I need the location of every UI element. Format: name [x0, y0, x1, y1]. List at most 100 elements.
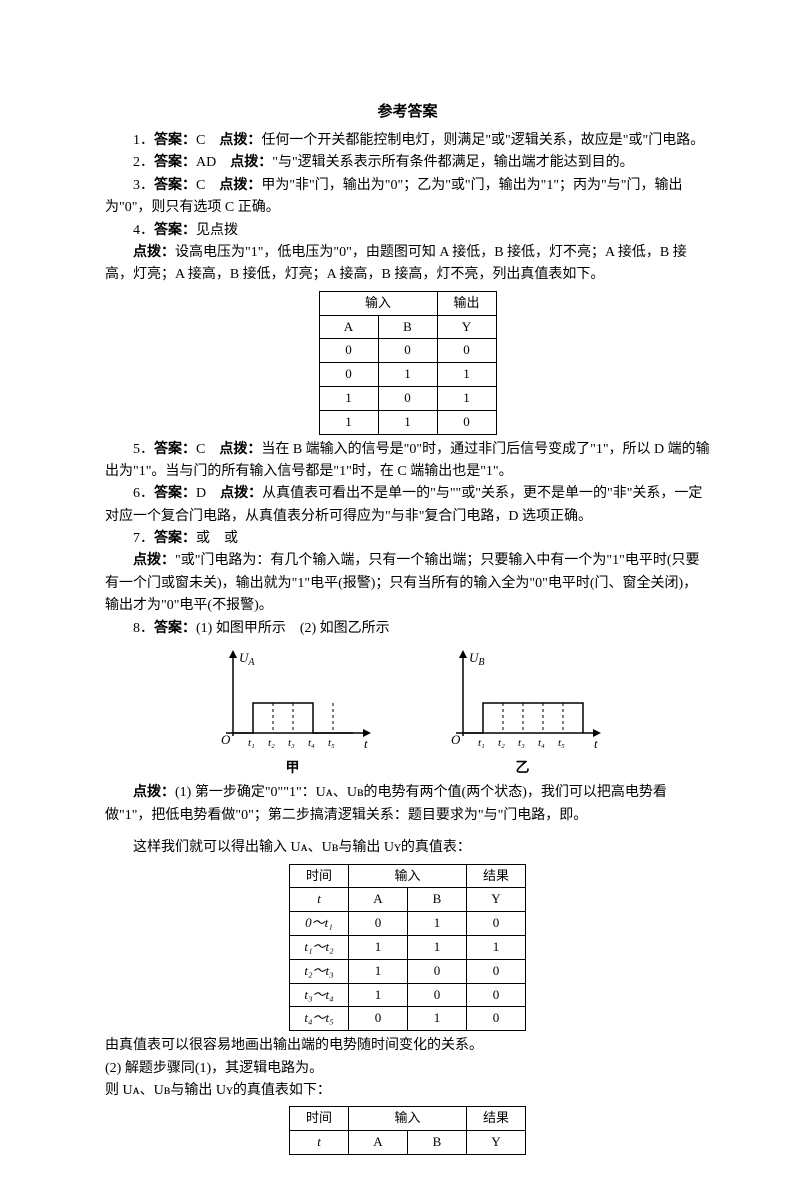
waveform-ub-icon: UB O t t₁ t₂ t₃ t₄ t₅	[438, 648, 608, 758]
table-row: 110	[319, 410, 496, 434]
q8-after-b: (2) 解题步骤同(1)，其逻辑电路为。	[105, 1058, 710, 1080]
q7-ans: 或 或	[196, 531, 238, 546]
th-y: Y	[437, 315, 496, 339]
table-row: t₂～t₃100	[290, 959, 526, 983]
figure-jia: UA O t t₁ t₂ t₃ t₄ t₅ 甲	[208, 648, 378, 780]
table-row: 0～t₁010	[290, 912, 526, 936]
q7-tip-label: 点拨：	[133, 553, 175, 568]
figure-yi: UB O t t₁ t₂ t₃ t₄ t₅ 乙	[438, 648, 608, 780]
q2-ans: AD	[196, 155, 230, 170]
svg-text:t₂: t₂	[498, 737, 505, 749]
q7-head: 7．答案：或 或	[105, 528, 710, 550]
table-row: 输入 输出	[319, 291, 496, 315]
q3-num: 3．	[133, 178, 154, 193]
svg-text:t₃: t₃	[518, 737, 525, 749]
table-row: t₃～t₄100	[290, 983, 526, 1007]
q4-num: 4．	[133, 223, 154, 238]
caption-jia: 甲	[208, 758, 378, 780]
q8-ans: (1) 如图甲所示 (2) 如图乙所示	[196, 621, 390, 636]
q8-after-c: 则 Uᴀ、Uʙ与输出 Uʏ的真值表如下：	[105, 1080, 710, 1102]
table-row: t₁～t₂111	[290, 935, 526, 959]
label-ua: UA	[239, 650, 255, 668]
label-o: O	[221, 732, 231, 747]
q8-tip-label: 点拨：	[133, 785, 175, 800]
caption-yi: 乙	[438, 758, 608, 780]
q3-ans: C	[196, 178, 219, 193]
q3-tip-label: 点拨：	[219, 178, 261, 193]
q3: 3．答案：C 点拨：甲为"非"门，输出为"0"；乙为"或"门，输出为"1"；丙为…	[105, 175, 710, 220]
table-row: t A B Y	[290, 888, 526, 912]
svg-text:t₄: t₄	[308, 737, 315, 749]
th-result: 结果	[467, 864, 526, 888]
q2-num: 2．	[133, 155, 154, 170]
q4-ans-label: 答案：	[154, 223, 196, 238]
q8-num: 8．	[133, 621, 154, 636]
q5-num: 5．	[133, 442, 154, 457]
table-row: 时间 输入 结果	[290, 1107, 526, 1131]
th-input: 输入	[349, 1107, 467, 1131]
q4-tip-text: 设高电压为"1"，低电压为"0"，由题图可知 A 接低，B 接低，灯不亮；A 接…	[105, 245, 687, 282]
svg-text:t₅: t₅	[558, 737, 565, 749]
table-row: A B Y	[319, 315, 496, 339]
th-input: 输入	[349, 864, 467, 888]
q5-ans-label: 答案：	[154, 442, 196, 457]
q4-head: 4．答案：见点拨	[105, 220, 710, 242]
q8-truth-table-2: 时间 输入 结果 t A B Y 0～t₁010 t₁～t₂111 t₂～t₃1…	[289, 864, 526, 1032]
q7-tip: 点拨："或"门电路为：有几个输入端，只有一个输出端；只要输入中有一个为"1"电平…	[105, 550, 710, 617]
q8-ans-label: 答案：	[154, 621, 196, 636]
q6: 6．答案：D 点拨：从真值表可看出不是单一的"与""或"关系，更不是单一的"非"…	[105, 483, 710, 528]
table-row: 时间 输入 结果	[290, 864, 526, 888]
q8-tip1-text: (1) 第一步确定"0""1"：Uᴀ、Uʙ的电势有两个值(两个状态)，我们可以把…	[105, 785, 667, 822]
q8-truth-table-3: 时间 输入 结果 t A B Y	[289, 1106, 526, 1155]
q5-ans: C	[196, 442, 219, 457]
table-row: 000	[319, 339, 496, 363]
q5-tip-label: 点拨：	[219, 442, 261, 457]
table-row: t A B Y	[290, 1131, 526, 1155]
q7-num: 7．	[133, 531, 154, 546]
q4-truth-table: 输入 输出 A B Y 000 011 101 110	[319, 291, 497, 435]
q6-tip-label: 点拨：	[220, 486, 262, 501]
th-b: B	[378, 315, 437, 339]
waveform-ua-icon: UA O t t₁ t₂ t₃ t₄ t₅	[208, 648, 378, 758]
q1-tip: 任何一个开关都能控制电灯，则满足"或"逻辑关系，故应是"或"门电路。	[261, 133, 704, 148]
th-input: 输入	[319, 291, 437, 315]
svg-text:t₄: t₄	[538, 737, 545, 749]
th-time: 时间	[290, 1107, 349, 1131]
svg-text:t: t	[594, 736, 598, 751]
table-row: t₄～t₅010	[290, 1007, 526, 1031]
svg-text:O: O	[451, 732, 461, 747]
q4-ans: 见点拨	[196, 223, 238, 238]
q4-tip-label: 点拨：	[133, 245, 175, 260]
q1-ans-label: 答案：	[154, 133, 196, 148]
q7-tip-text: "或"门电路为：有几个输入端，只有一个输出端；只要输入中有一个为"1"电平时(只…	[105, 553, 700, 613]
table-row: 101	[319, 386, 496, 410]
q7-ans-label: 答案：	[154, 531, 196, 546]
svg-text:t₃: t₃	[288, 737, 295, 749]
q5: 5．答案：C 点拨：当在 B 端输入的信号是"0"时，通过非门后信号变成了"1"…	[105, 439, 710, 484]
q6-ans-label: 答案：	[154, 486, 196, 501]
q6-ans: D	[196, 486, 220, 501]
svg-text:t₁: t₁	[478, 737, 485, 749]
q1-num: 1．	[133, 133, 154, 148]
th-output: 输出	[437, 291, 496, 315]
q3-ans-label: 答案：	[154, 178, 196, 193]
page-title: 参考答案	[105, 100, 710, 124]
figures-row: UA O t t₁ t₂ t₃ t₄ t₅ 甲	[105, 648, 710, 780]
q8-after-a: 由真值表可以很容易地画出输出端的电势随时间变化的关系。	[105, 1035, 710, 1057]
q6-num: 6．	[133, 486, 154, 501]
q1: 1．答案：C 点拨：任何一个开关都能控制电灯，则满足"或"逻辑关系，故应是"或"…	[105, 130, 710, 152]
q2-ans-label: 答案：	[154, 155, 196, 170]
q1-ans: C	[196, 133, 219, 148]
label-t: t	[364, 736, 368, 751]
svg-text:t₂: t₂	[268, 737, 275, 749]
table-row: 011	[319, 363, 496, 387]
q1-tip-label: 点拨：	[219, 133, 261, 148]
label-ub: UB	[469, 650, 485, 668]
svg-text:t₅: t₅	[328, 737, 335, 749]
q4-tip: 点拨：设高电压为"1"，低电压为"0"，由题图可知 A 接低，B 接低，灯不亮；…	[105, 242, 710, 287]
th-time: 时间	[290, 864, 349, 888]
q8-head: 8．答案：(1) 如图甲所示 (2) 如图乙所示	[105, 618, 710, 640]
svg-text:t₁: t₁	[248, 737, 255, 749]
th-result: 结果	[467, 1107, 526, 1131]
page: 参考答案 1．答案：C 点拨：任何一个开关都能控制电灯，则满足"或"逻辑关系，故…	[0, 0, 800, 1199]
